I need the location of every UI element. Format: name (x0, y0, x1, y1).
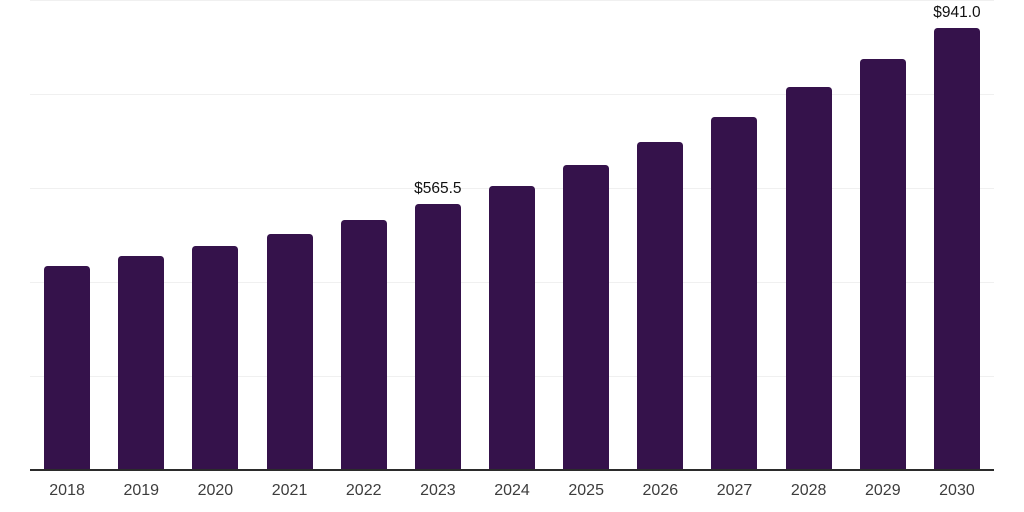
bar-2024[interactable] (489, 185, 536, 470)
bar-group-2019 (104, 0, 178, 470)
bar-2018[interactable] (44, 266, 91, 470)
bar-2025[interactable] (563, 164, 610, 470)
bar-value-label-2023: $565.5 (414, 180, 462, 198)
bar-group-2027 (697, 0, 771, 470)
bar-2023[interactable] (414, 204, 461, 470)
gridline-800 (30, 94, 994, 95)
bar-2028[interactable] (785, 87, 832, 470)
bar-2029[interactable] (859, 59, 906, 470)
x-tick-label-2020: 2020 (197, 482, 234, 499)
bar-2020[interactable] (192, 246, 239, 470)
bar-group-2018 (30, 0, 104, 470)
x-tick-label-2030: 2030 (939, 482, 975, 499)
bar-group-2024 (475, 0, 549, 470)
bar-group-2028 (772, 0, 846, 470)
bar-group-2030: $941.0 (920, 0, 994, 470)
bar-2027[interactable] (711, 116, 758, 470)
x-tick-label-2022: 2022 (345, 482, 382, 499)
x-axis-line (30, 469, 994, 471)
bar-group-2029 (846, 0, 920, 470)
x-tick-label-2024: 2024 (494, 482, 530, 499)
x-tick-label-2027: 2027 (716, 482, 753, 499)
x-tick-label-2023: 2023 (420, 482, 456, 499)
x-axis-labels: 2018 2019 2020 2021 2022 2023 2024 2025 2026 2027… (30, 482, 994, 500)
plot-area: $565.5 $941.0 (30, 0, 994, 471)
bar-group-2022 (327, 0, 401, 470)
bar-2021[interactable] (266, 233, 313, 470)
bar-group-2023: $565.5 (401, 0, 475, 470)
bars-row: $565.5 $941.0 (30, 0, 994, 470)
x-tick-label-2019: 2019 (123, 482, 160, 499)
x-tick-label-2018: 2018 (49, 482, 85, 499)
bar-value-label-2030: $941.0 (933, 3, 981, 21)
gridline-1000 (30, 0, 994, 1)
x-tick-label-2029: 2029 (865, 482, 901, 499)
bar-2019[interactable] (118, 255, 165, 470)
bar-group-2026 (623, 0, 697, 470)
x-tick-label-2026: 2026 (642, 482, 679, 499)
bar-group-2021 (252, 0, 326, 470)
x-tick-label-2028: 2028 (790, 482, 827, 499)
bar-2030[interactable] (933, 27, 980, 470)
x-tick-label-2025: 2025 (568, 482, 604, 499)
bar-group-2025 (549, 0, 623, 470)
bar-2026[interactable] (637, 141, 684, 470)
bar-group-2020 (178, 0, 252, 470)
x-tick-label-2021: 2021 (271, 482, 308, 499)
bar-2022[interactable] (340, 219, 387, 470)
